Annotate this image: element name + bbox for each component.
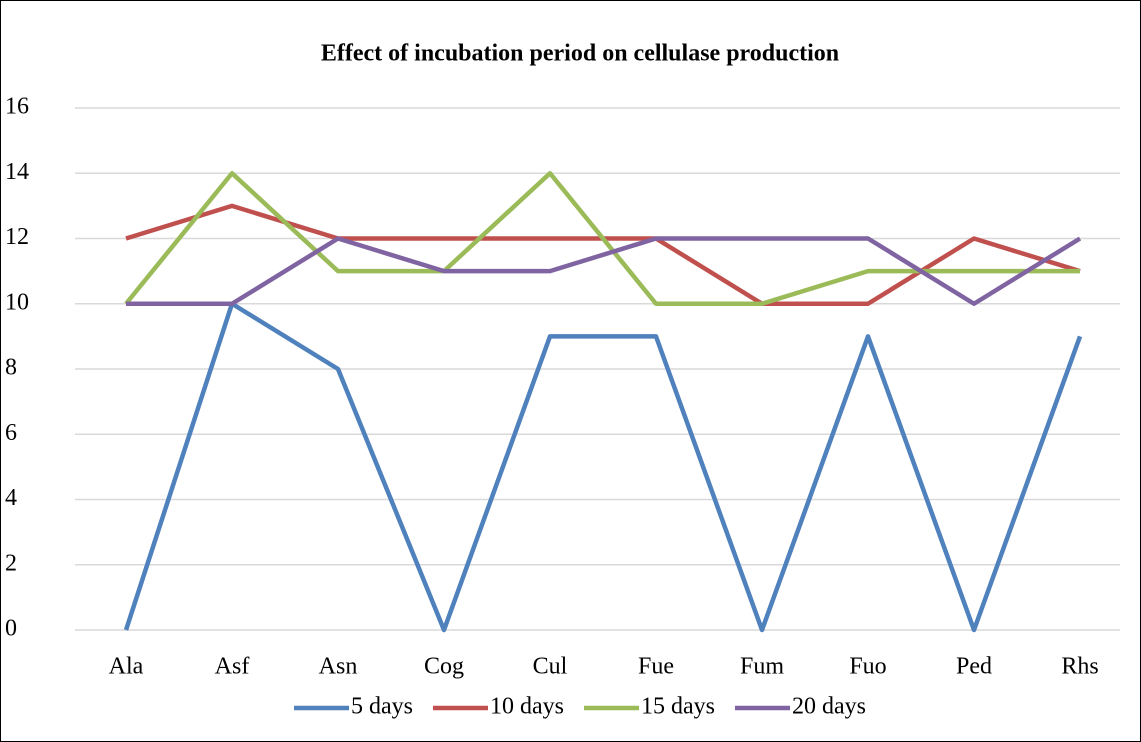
y-tick-label: 6 [5, 420, 17, 446]
legend-label: 20 days [792, 694, 866, 720]
y-tick-label: 14 [5, 159, 29, 185]
legend-item: 5 days [294, 694, 413, 720]
x-tick-label: Fum [740, 654, 784, 680]
x-tick-label: Cul [533, 654, 568, 680]
chart-title: Effect of incubation period on cellulase… [321, 41, 839, 67]
x-tick-label: Fue [638, 654, 674, 680]
legend-label: 5 days [351, 694, 413, 720]
legend-label: 15 days [641, 694, 715, 720]
y-tick-label: 8 [5, 355, 17, 381]
x-tick-label: Ped [956, 654, 992, 680]
y-tick-label: 16 [5, 94, 29, 120]
x-tick-label: Cog [424, 654, 464, 680]
y-tick-label: 10 [5, 289, 29, 315]
x-tick-label: Rhs [1061, 654, 1098, 680]
y-tick-label: 4 [5, 485, 17, 511]
x-tick-label: Asf [215, 654, 250, 680]
series-line [123, 301, 1083, 633]
x-tick-label: Asn [319, 654, 358, 680]
legend-item: 15 days [584, 694, 715, 720]
x-tick-label: Ala [109, 654, 144, 680]
y-tick-label: 2 [5, 550, 17, 576]
legend-item: 10 days [433, 694, 564, 720]
y-tick-label: 0 [5, 616, 17, 642]
x-tick-label: Fuo [849, 654, 886, 680]
series-line [126, 236, 1082, 306]
legend-label: 10 days [490, 694, 564, 720]
y-tick-label: 12 [5, 224, 29, 250]
legend-item: 20 days [735, 694, 866, 720]
